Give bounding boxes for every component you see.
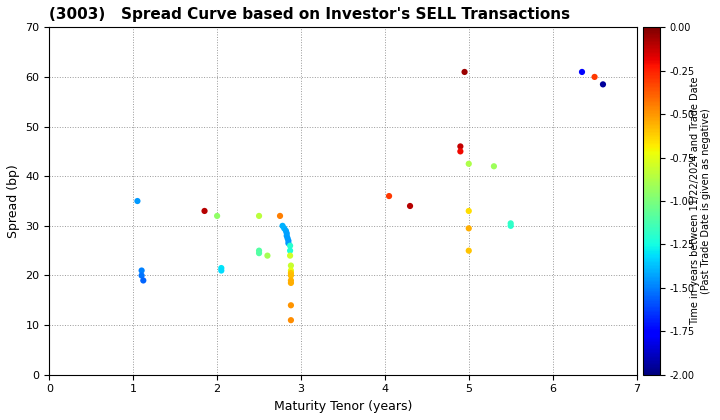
- Point: [285, 270, 297, 276]
- Point: [279, 225, 290, 232]
- Point: [383, 193, 395, 199]
- Point: [136, 272, 148, 279]
- Y-axis label: Time in years between 11/22/2024 and Trade Date
(Past Trade Date is given as neg: Time in years between 11/22/2024 and Tra…: [690, 77, 711, 325]
- Y-axis label: Spread (bp): Spread (bp): [7, 164, 20, 238]
- Point: [282, 235, 293, 242]
- Point: [404, 202, 415, 209]
- Point: [215, 267, 227, 274]
- Point: [284, 247, 296, 254]
- Point: [136, 267, 148, 274]
- X-axis label: Maturity Tenor (years): Maturity Tenor (years): [274, 400, 412, 413]
- Point: [215, 265, 227, 271]
- Text: (3003)   Spread Curve based on Investor's SELL Transactions: (3003) Spread Curve based on Investor's …: [50, 7, 570, 22]
- Point: [284, 252, 296, 259]
- Point: [138, 277, 149, 284]
- Point: [505, 220, 516, 227]
- Point: [454, 143, 466, 150]
- Point: [285, 317, 297, 323]
- Point: [488, 163, 500, 170]
- Point: [597, 81, 608, 88]
- Point: [576, 68, 588, 75]
- Point: [284, 242, 296, 249]
- Point: [459, 68, 470, 75]
- Point: [285, 262, 297, 269]
- Point: [253, 247, 265, 254]
- Point: [281, 230, 292, 236]
- Point: [454, 148, 466, 155]
- Point: [285, 272, 297, 279]
- Point: [505, 223, 516, 229]
- Point: [261, 252, 273, 259]
- Point: [463, 160, 474, 167]
- Point: [280, 228, 292, 234]
- Point: [276, 223, 288, 229]
- Point: [199, 207, 210, 214]
- Point: [285, 277, 297, 284]
- Point: [463, 247, 474, 254]
- Point: [463, 207, 474, 214]
- Point: [283, 240, 294, 247]
- Point: [253, 213, 265, 219]
- Point: [285, 302, 297, 309]
- Point: [212, 213, 223, 219]
- Point: [283, 237, 294, 244]
- Point: [463, 225, 474, 232]
- Point: [132, 198, 143, 205]
- Point: [589, 74, 600, 80]
- Point: [285, 267, 297, 274]
- Point: [274, 213, 286, 219]
- Point: [253, 250, 265, 257]
- Point: [285, 280, 297, 286]
- Point: [281, 232, 292, 239]
